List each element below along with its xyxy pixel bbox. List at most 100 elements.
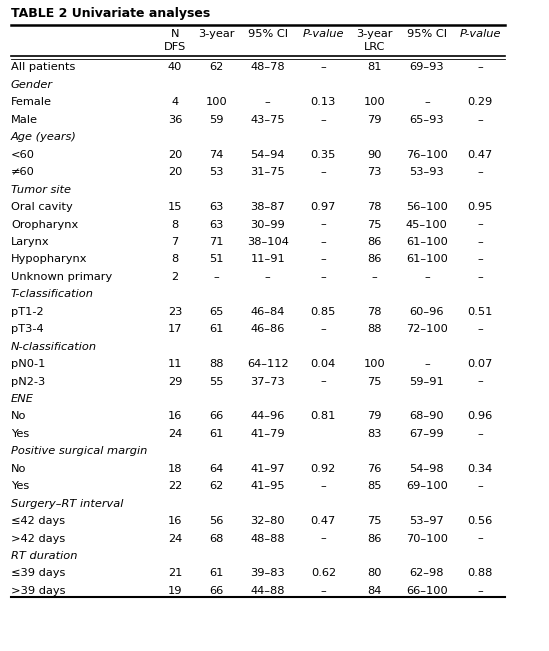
Text: 8: 8 (171, 219, 179, 230)
Text: 48–78: 48–78 (250, 62, 285, 72)
Text: 0.97: 0.97 (311, 202, 336, 212)
Text: 62–98: 62–98 (410, 568, 444, 579)
Text: 37–73: 37–73 (250, 376, 285, 387)
Text: –: – (321, 376, 326, 387)
Text: DFS: DFS (164, 42, 186, 51)
Text: RT duration: RT duration (11, 551, 77, 561)
Text: Female: Female (11, 98, 52, 107)
Text: 100: 100 (363, 359, 385, 369)
Text: 88: 88 (209, 359, 223, 369)
Text: 7: 7 (171, 237, 179, 247)
Text: 3-year: 3-year (198, 29, 234, 38)
Text: 51: 51 (209, 255, 223, 264)
Text: 24: 24 (168, 534, 182, 544)
Text: 11: 11 (168, 359, 182, 369)
Text: 38–104: 38–104 (247, 237, 289, 247)
Text: 61: 61 (209, 429, 223, 439)
Text: 71: 71 (209, 237, 223, 247)
Text: 78: 78 (367, 307, 382, 317)
Text: 70–100: 70–100 (406, 534, 448, 544)
Text: 75: 75 (367, 219, 382, 230)
Text: Yes: Yes (11, 481, 29, 492)
Text: ENE: ENE (11, 394, 34, 404)
Text: Gender: Gender (11, 80, 53, 90)
Text: 66: 66 (209, 411, 223, 421)
Text: 31–75: 31–75 (250, 167, 285, 177)
Text: 44–88: 44–88 (250, 586, 285, 596)
Text: –: – (477, 62, 483, 72)
Text: 56–100: 56–100 (406, 202, 448, 212)
Text: 21: 21 (168, 568, 182, 579)
Text: –: – (477, 272, 483, 282)
Text: 74: 74 (209, 150, 223, 159)
Text: 20: 20 (168, 150, 182, 159)
Text: 54–98: 54–98 (410, 464, 444, 474)
Text: T-classification: T-classification (11, 289, 94, 299)
Text: –: – (477, 255, 483, 264)
Text: 0.04: 0.04 (311, 359, 336, 369)
Text: 38–87: 38–87 (250, 202, 285, 212)
Text: 69–100: 69–100 (406, 481, 448, 492)
Text: 68–90: 68–90 (410, 411, 444, 421)
Text: 24: 24 (168, 429, 182, 439)
Text: –: – (477, 237, 483, 247)
Text: 66–100: 66–100 (406, 586, 448, 596)
Text: LRC: LRC (364, 42, 385, 51)
Text: 0.07: 0.07 (467, 359, 493, 369)
Text: 0.13: 0.13 (311, 98, 336, 107)
Text: 55: 55 (209, 376, 223, 387)
Text: 11–91: 11–91 (250, 255, 285, 264)
Text: 56: 56 (209, 516, 223, 526)
Text: –: – (477, 534, 483, 544)
Text: 78: 78 (367, 202, 382, 212)
Text: 79: 79 (367, 115, 382, 125)
Text: 23: 23 (168, 307, 182, 317)
Text: –: – (477, 115, 483, 125)
Text: 61–100: 61–100 (406, 255, 448, 264)
Text: –: – (321, 272, 326, 282)
Text: 16: 16 (168, 516, 182, 526)
Text: –: – (321, 62, 326, 72)
Text: 40: 40 (168, 62, 182, 72)
Text: Positive surgical margin: Positive surgical margin (11, 447, 147, 456)
Text: 0.96: 0.96 (468, 411, 492, 421)
Text: 61: 61 (209, 568, 223, 579)
Text: –: – (321, 324, 326, 334)
Text: 29: 29 (168, 376, 182, 387)
Text: 8: 8 (171, 255, 179, 264)
Text: 86: 86 (367, 534, 382, 544)
Text: –: – (321, 255, 326, 264)
Text: 20: 20 (168, 167, 182, 177)
Text: –: – (477, 429, 483, 439)
Text: 67–99: 67–99 (410, 429, 444, 439)
Text: 30–99: 30–99 (250, 219, 285, 230)
Text: –: – (321, 237, 326, 247)
Text: Oropharynx: Oropharynx (11, 219, 78, 230)
Text: –: – (321, 219, 326, 230)
Text: –: – (477, 167, 483, 177)
Text: No: No (11, 411, 26, 421)
Text: Unknown primary: Unknown primary (11, 272, 112, 282)
Text: –: – (214, 272, 219, 282)
Text: 53–93: 53–93 (410, 167, 444, 177)
Text: ≤39 days: ≤39 days (11, 568, 65, 579)
Text: ≤42 days: ≤42 days (11, 516, 65, 526)
Text: 81: 81 (367, 62, 382, 72)
Text: 0.47: 0.47 (311, 516, 336, 526)
Text: 2: 2 (172, 272, 178, 282)
Text: 88: 88 (367, 324, 382, 334)
Text: P-value: P-value (302, 29, 344, 38)
Text: 18: 18 (168, 464, 182, 474)
Text: 84: 84 (367, 586, 382, 596)
Text: 61: 61 (209, 324, 223, 334)
Text: –: – (321, 167, 326, 177)
Text: –: – (265, 272, 271, 282)
Text: pN2-3: pN2-3 (11, 376, 45, 387)
Text: –: – (372, 272, 377, 282)
Text: 80: 80 (367, 568, 382, 579)
Text: –: – (321, 534, 326, 544)
Text: 48–88: 48–88 (250, 534, 285, 544)
Text: Oral cavity: Oral cavity (11, 202, 72, 212)
Text: 19: 19 (168, 586, 182, 596)
Text: Tumor site: Tumor site (11, 185, 71, 195)
